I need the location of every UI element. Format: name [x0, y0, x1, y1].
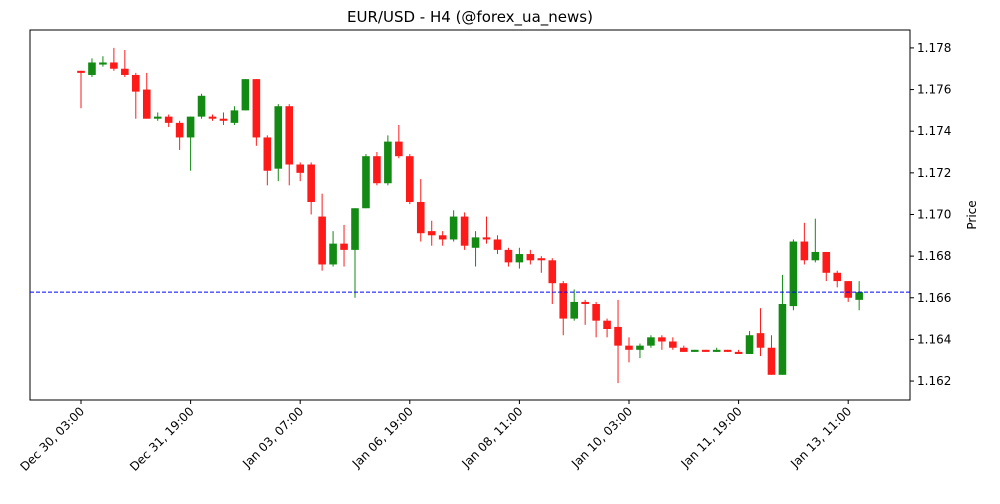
candle-body — [855, 292, 863, 300]
candle-body — [493, 239, 502, 250]
candle-body — [99, 62, 107, 65]
candle-body — [164, 116, 173, 123]
x-tick-label: Jan 08, 11:00 — [458, 404, 525, 471]
candle-body — [723, 349, 732, 352]
candle-body — [504, 249, 513, 263]
candle-body — [274, 106, 283, 169]
y-tick-label: 1.174 — [917, 124, 951, 138]
candle-body — [669, 341, 677, 348]
candle-body — [230, 110, 239, 123]
candle-body — [427, 231, 436, 236]
candle-body — [844, 281, 852, 298]
candle-body — [142, 89, 151, 119]
plot-frame — [29, 29, 911, 401]
candle-body — [581, 301, 589, 305]
candle-body — [734, 351, 743, 354]
candle-body — [219, 118, 228, 121]
candle-body — [263, 137, 272, 171]
candle-body — [636, 345, 644, 350]
candle-body — [197, 95, 206, 117]
candle-body — [88, 62, 96, 75]
candle-body — [800, 241, 809, 261]
candle-body — [362, 156, 370, 209]
candle-body — [603, 320, 611, 329]
candle-body — [658, 337, 666, 342]
candle-body — [285, 106, 294, 165]
candle-body — [406, 156, 414, 202]
candle-body — [614, 326, 622, 346]
candle-body — [767, 347, 776, 375]
candle-body — [340, 243, 348, 250]
x-tick-label: Jan 03, 07:00 — [239, 404, 306, 471]
y-tick-label: 1.166 — [917, 291, 951, 305]
candle-body — [570, 301, 578, 319]
y-axis-label: Price — [965, 200, 979, 229]
candle-body — [110, 62, 118, 69]
candle-body — [153, 116, 162, 119]
y-tick-label: 1.170 — [917, 207, 951, 221]
candle-body — [745, 335, 754, 354]
candle-body — [712, 349, 721, 352]
candle-body — [307, 164, 315, 202]
x-tick-label: Jan 10, 03:00 — [568, 404, 635, 471]
candle-body — [701, 349, 710, 352]
candle-body — [318, 216, 326, 265]
candle-body — [548, 260, 557, 284]
candle-body — [460, 216, 469, 246]
candle-body — [329, 243, 337, 265]
candle-body — [132, 74, 140, 92]
y-tick-label: 1.172 — [917, 166, 951, 180]
candle-body — [680, 347, 688, 352]
candle-body — [296, 164, 304, 173]
candle-body — [208, 116, 217, 119]
x-tick-label: Jan 11, 19:00 — [678, 404, 745, 471]
candle-body — [186, 116, 195, 138]
y-tick-label: 1.168 — [917, 249, 951, 263]
candle-body — [833, 272, 842, 282]
candle-body — [515, 254, 524, 263]
candle-body — [789, 241, 798, 307]
candle-body — [241, 79, 250, 111]
candle-body — [647, 337, 655, 346]
candle-body — [526, 254, 535, 261]
candle-body — [175, 122, 184, 138]
chart-title: EUR/USD - H4 (@forex_ua_news) — [347, 8, 593, 27]
candle-body — [778, 304, 787, 375]
candle-body — [482, 237, 491, 240]
candle-body — [121, 68, 129, 75]
candle-body — [537, 258, 546, 261]
candle-body — [559, 283, 568, 319]
candle-body — [592, 304, 600, 321]
candle-body — [690, 349, 699, 352]
candle-body — [351, 208, 359, 250]
candle-body — [77, 70, 85, 73]
y-tick-label: 1.178 — [917, 41, 951, 55]
candle-body — [449, 216, 458, 240]
y-tick-label: 1.162 — [917, 374, 951, 388]
candle-body — [438, 235, 447, 240]
x-tick-label: Dec 30, 03:00 — [17, 404, 87, 474]
candle-body — [811, 251, 820, 261]
candle-body — [384, 141, 392, 184]
x-tick-label: Jan 13, 11:00 — [787, 404, 854, 471]
x-tick-label: Jan 06, 19:00 — [349, 404, 416, 471]
y-tick-label: 1.164 — [917, 332, 951, 346]
candle-body — [252, 79, 261, 138]
candle-body — [373, 156, 381, 184]
candle-body — [625, 345, 633, 350]
candle-body — [395, 141, 403, 157]
candle-body — [471, 237, 480, 248]
candle-body — [756, 333, 765, 348]
candle-body — [416, 201, 425, 234]
y-tick-label: 1.176 — [917, 83, 951, 97]
candle-body — [822, 251, 831, 273]
x-tick-label: Dec 31, 19:00 — [127, 404, 197, 474]
